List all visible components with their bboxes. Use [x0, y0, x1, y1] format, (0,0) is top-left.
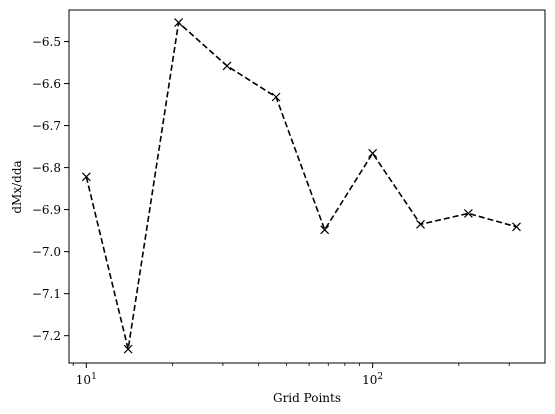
x-tick-label: 101 [76, 372, 97, 387]
y-tick-label: −7.2 [32, 329, 61, 343]
x-axis: 101 102 [72, 363, 510, 387]
y-tick-label: −6.9 [32, 203, 61, 217]
y-tick-label: −7.1 [32, 287, 61, 301]
y-axis: −6.5 −6.6 −6.7 −6.8 −6.9 −7.0 −7.1 −7.2 [32, 35, 69, 343]
data-point-marker [463, 208, 473, 218]
x-axis-title: Grid Points [273, 391, 341, 405]
y-tick-label: −6.6 [32, 77, 61, 91]
data-point-marker [416, 219, 425, 229]
data-point-marker [271, 92, 281, 102]
data-point-marker [123, 344, 133, 354]
y-tick-label: −6.7 [32, 119, 61, 133]
data-point-marker [174, 18, 183, 28]
series-markers [81, 18, 521, 354]
y-tick-label: −6.8 [32, 161, 61, 175]
data-point-marker [512, 222, 521, 232]
y-tick-label: −7.0 [32, 245, 61, 259]
data-point-marker [81, 172, 91, 182]
data-point-marker [368, 148, 378, 158]
series-line [85, 21, 517, 350]
data-point-marker [320, 225, 330, 235]
data-point-marker [222, 61, 232, 71]
y-axis-title: dMx/dda [10, 160, 24, 213]
x-tick-label: 102 [362, 372, 383, 387]
y-tick-label: −6.5 [32, 35, 61, 49]
plot-frame [68, 9, 546, 364]
